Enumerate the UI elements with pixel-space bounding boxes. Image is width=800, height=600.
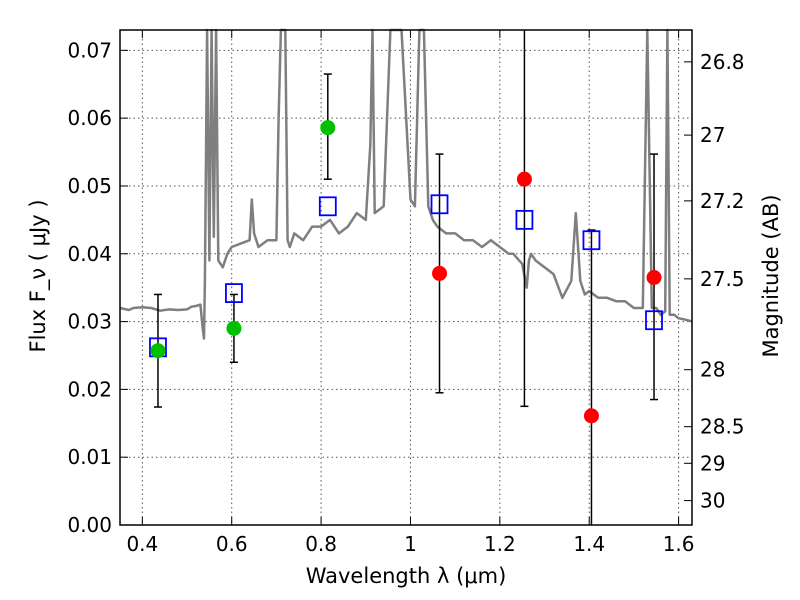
red-point bbox=[516, 171, 532, 187]
plot-frame bbox=[119, 29, 693, 526]
y-tick-label: 0.05 bbox=[67, 174, 112, 198]
y2-tick-label: 29 bbox=[700, 451, 725, 475]
x-tick-label: 0.4 bbox=[126, 532, 158, 556]
detection-point bbox=[226, 320, 242, 336]
x-tick-label: 0.6 bbox=[216, 532, 248, 556]
y2-tick-label: 27.2 bbox=[700, 189, 745, 213]
x-tick-label: 1.6 bbox=[663, 532, 695, 556]
model-photometry-square bbox=[582, 230, 601, 251]
y-axis-label: Flux F_ν ( μJy ) bbox=[26, 199, 51, 352]
detection-point bbox=[320, 120, 336, 136]
error-bars bbox=[153, 30, 659, 525]
model-photometry-square bbox=[318, 196, 337, 217]
x-tick-label: 1 bbox=[404, 532, 417, 556]
y-tick-label: 0.07 bbox=[67, 38, 112, 62]
model-photometry-square bbox=[430, 194, 449, 215]
y2-tick-label: 28.5 bbox=[700, 415, 745, 439]
data-points bbox=[149, 120, 663, 424]
y2-axis-label: Magnitude (AB) bbox=[759, 194, 783, 357]
y-tick-label: 0.03 bbox=[67, 310, 112, 334]
y-tick-label: 0.02 bbox=[67, 377, 112, 401]
red-point bbox=[646, 270, 662, 285]
plot-border bbox=[119, 29, 693, 526]
y2-tick-label: 27.5 bbox=[700, 267, 745, 291]
x-axis-label: Wavelength λ (μm) bbox=[306, 564, 507, 588]
y-tick-label: 0.06 bbox=[67, 106, 112, 130]
y2-tick-label: 27 bbox=[700, 123, 725, 147]
model-photometry-square bbox=[645, 310, 663, 331]
model-photometry-square bbox=[225, 283, 243, 303]
x-tick-label: 1.4 bbox=[573, 532, 605, 556]
x-tick-label: 1.2 bbox=[484, 532, 516, 556]
y2-tick-label: 28 bbox=[700, 358, 725, 382]
red-point bbox=[432, 265, 448, 281]
model-photometry-square bbox=[515, 209, 534, 230]
y2-tick-label: 30 bbox=[700, 489, 725, 513]
red-point bbox=[583, 408, 599, 424]
x-tick-label: 0.8 bbox=[305, 532, 337, 556]
axis-ticks: 0.4 0.6 0.8 1 1.2 1.4 1.6 0.00 0.01 0.02 0.03 0.04 0… bbox=[67, 30, 745, 556]
y-tick-label: 0.00 bbox=[67, 513, 112, 537]
y2-tick-label: 26.8 bbox=[700, 50, 745, 74]
detection-point bbox=[150, 343, 166, 359]
y-tick-label: 0.01 bbox=[67, 445, 112, 469]
y-tick-label: 0.04 bbox=[67, 242, 112, 266]
